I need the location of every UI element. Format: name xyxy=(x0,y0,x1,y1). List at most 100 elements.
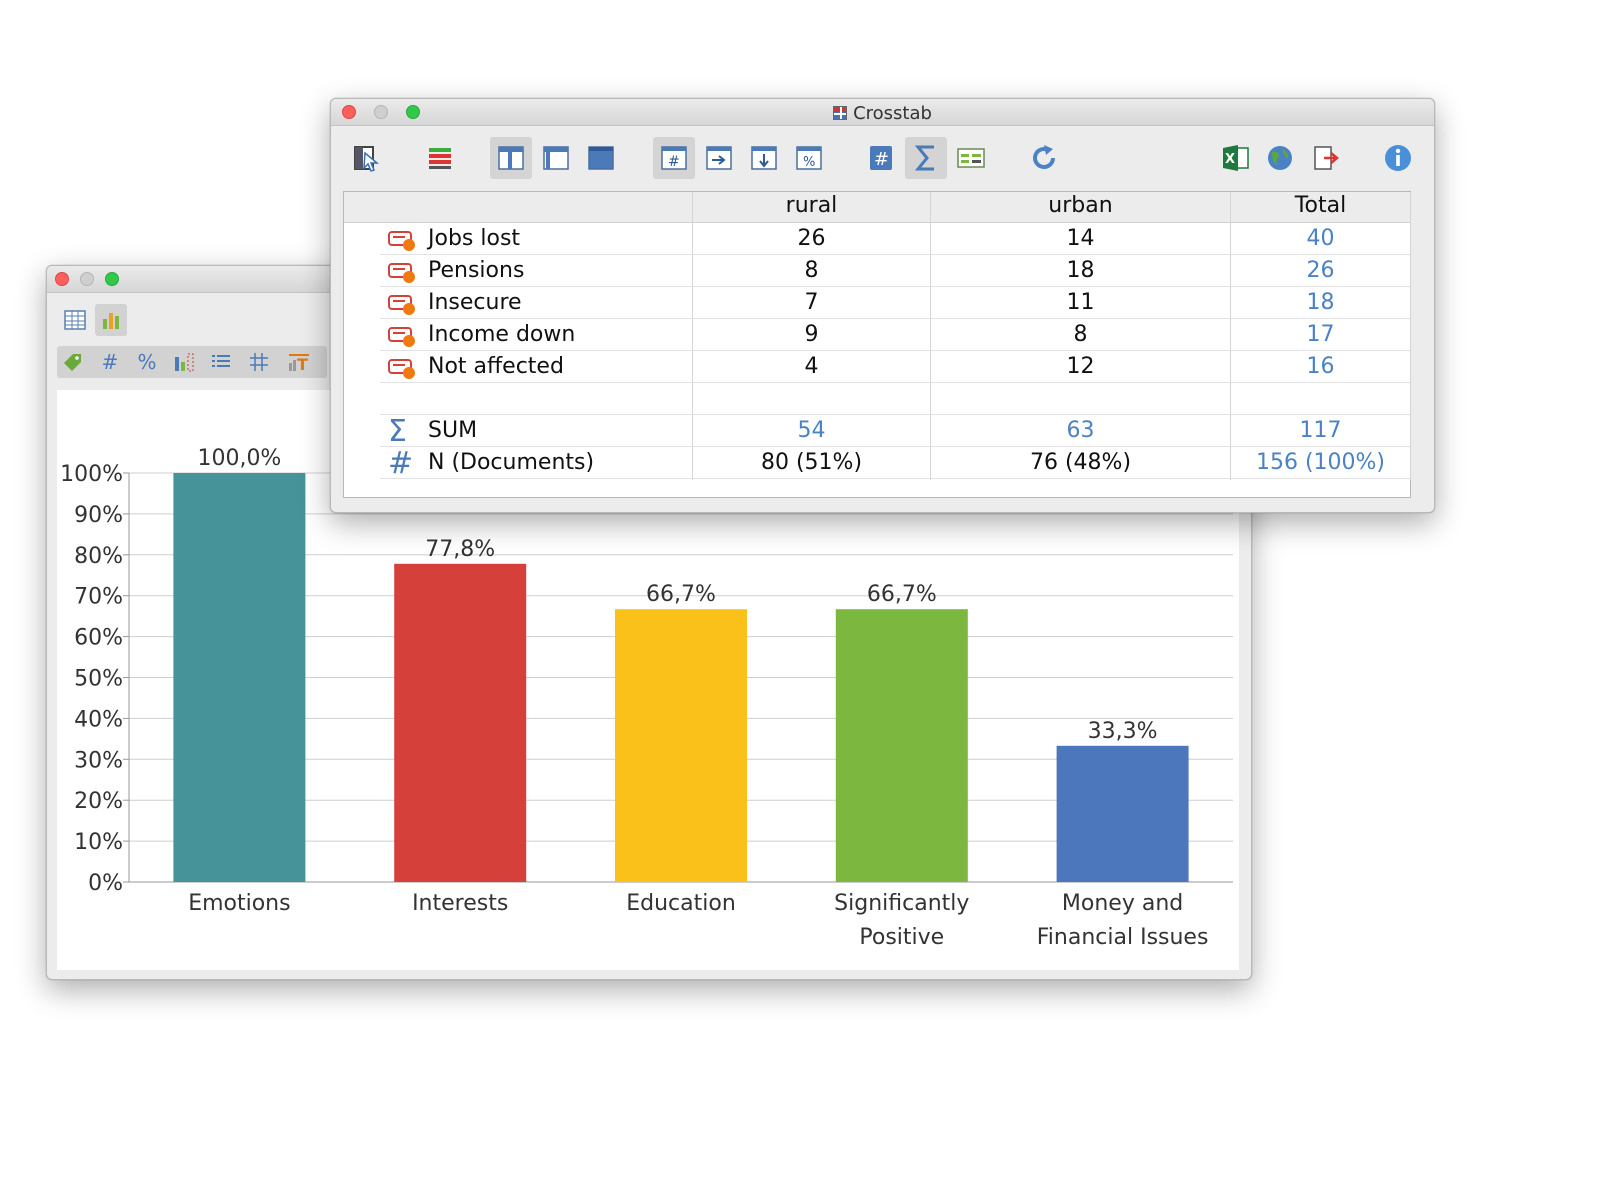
layout-full-icon[interactable] xyxy=(580,137,622,179)
total-percent-icon[interactable]: % xyxy=(788,137,830,179)
row-label[interactable]: Not affected xyxy=(428,354,564,379)
total-cell[interactable]: 17 xyxy=(1306,322,1335,347)
bar-legend-icon[interactable] xyxy=(168,346,200,378)
table-cell[interactable]: 12 xyxy=(1066,354,1095,379)
row-label[interactable]: Income down xyxy=(428,322,576,347)
crosstab-grid: rural urban Total Jobs lost 26 14 40 Pen… xyxy=(343,191,1411,498)
bar xyxy=(835,609,968,882)
table-cell[interactable]: 14 xyxy=(1066,226,1095,251)
grid-icon[interactable] xyxy=(243,346,275,378)
table-cell[interactable]: 11 xyxy=(1066,290,1095,315)
window-title-label: Crosstab xyxy=(853,103,932,124)
zoom-button[interactable] xyxy=(105,272,119,286)
list-icon[interactable] xyxy=(205,346,237,378)
table-cell[interactable]: 9 xyxy=(804,322,819,347)
globe-icon[interactable] xyxy=(1259,137,1301,179)
y-tick-label: 40% xyxy=(74,707,123,732)
hash-icon: # xyxy=(388,446,414,481)
y-tick-label: 20% xyxy=(74,789,123,814)
percent-icon[interactable]: % xyxy=(137,350,157,374)
code-icon xyxy=(388,359,415,379)
total-cell[interactable]: 16 xyxy=(1306,354,1335,379)
close-button[interactable] xyxy=(55,272,69,286)
table-cell[interactable]: 7 xyxy=(804,290,819,315)
x-tick-label: Positive xyxy=(859,925,944,950)
code-icon xyxy=(388,263,415,283)
table-view-icon[interactable] xyxy=(59,304,91,336)
tag-icon[interactable] xyxy=(57,346,89,378)
bar xyxy=(1056,745,1189,882)
column-header-rural[interactable]: rural xyxy=(785,193,838,218)
close-button[interactable] xyxy=(342,105,356,119)
column-header-urban[interactable]: urban xyxy=(1048,193,1113,218)
sum-cell[interactable]: 63 xyxy=(1066,418,1095,443)
x-tick-label: Emotions xyxy=(188,891,290,916)
y-tick-label: 50% xyxy=(74,667,123,692)
svg-text:%: % xyxy=(803,155,815,170)
total-cell[interactable]: 40 xyxy=(1306,226,1335,251)
row-percent-icon[interactable] xyxy=(698,137,740,179)
refresh-icon[interactable] xyxy=(1023,137,1065,179)
minimize-button[interactable] xyxy=(374,105,388,119)
column-percent-icon[interactable] xyxy=(743,137,785,179)
n-documents-label: N (Documents) xyxy=(428,450,595,475)
row-label[interactable]: Jobs lost xyxy=(428,226,521,251)
sum-label: SUM xyxy=(428,418,478,443)
svg-text:#: # xyxy=(874,149,889,170)
info-icon[interactable] xyxy=(1377,137,1419,179)
absolute-values-icon[interactable]: # xyxy=(653,137,695,179)
y-tick-label: 90% xyxy=(74,503,123,528)
chart-text-icon[interactable]: T xyxy=(283,346,315,378)
hash-icon[interactable]: # xyxy=(860,137,902,179)
chart-view-icon[interactable] xyxy=(95,304,127,336)
data-label: 33,3% xyxy=(1088,719,1158,744)
crosstab-icon xyxy=(833,106,848,120)
table-cell[interactable]: 26 xyxy=(797,226,826,251)
svg-text:#: # xyxy=(668,154,680,170)
x-tick-label: Financial Issues xyxy=(1037,925,1209,950)
y-tick-label: 10% xyxy=(74,830,123,855)
table-cell[interactable]: 4 xyxy=(804,354,819,379)
column-header-total[interactable]: Total xyxy=(1294,193,1347,218)
select-cases-icon[interactable] xyxy=(345,137,387,179)
code-icon xyxy=(388,327,415,347)
bar xyxy=(615,609,747,882)
y-tick-label: 80% xyxy=(74,544,123,569)
layout-left-icon[interactable] xyxy=(490,137,532,179)
code-icon xyxy=(388,231,415,251)
sum-cell[interactable]: 117 xyxy=(1299,418,1342,443)
group-icon[interactable] xyxy=(950,137,992,179)
data-label: 100,0% xyxy=(197,446,281,471)
table-cell[interactable]: 18 xyxy=(1066,258,1095,283)
minimize-button[interactable] xyxy=(80,272,94,286)
y-tick-label: 70% xyxy=(74,585,123,610)
x-tick-label: Money and xyxy=(1062,891,1183,916)
table-cell[interactable]: 8 xyxy=(804,258,819,283)
sum-cell[interactable]: 54 xyxy=(797,418,826,443)
excel-icon[interactable]: X xyxy=(1215,137,1257,179)
n-cell[interactable]: 76 (48%) xyxy=(1029,450,1132,475)
total-cell[interactable]: 26 xyxy=(1306,258,1335,283)
chart-options-toolbar: # % T xyxy=(57,346,327,378)
window-title: Crosstab xyxy=(331,103,1434,124)
hash-icon[interactable]: # xyxy=(101,350,119,374)
view-toolbar xyxy=(57,304,177,336)
header-row xyxy=(344,192,1410,223)
y-tick-label: 100% xyxy=(60,462,123,487)
total-cell[interactable]: 18 xyxy=(1306,290,1335,315)
data-label: 77,8% xyxy=(425,537,495,562)
color-rows-icon[interactable] xyxy=(419,137,461,179)
y-tick-label: 30% xyxy=(74,748,123,773)
code-icon xyxy=(388,295,415,315)
table-cell[interactable]: 8 xyxy=(1073,322,1088,347)
sum-icon[interactable] xyxy=(905,137,947,179)
row-label[interactable]: Pensions xyxy=(428,258,525,283)
crosstab-window: Crosstab # % # X xyxy=(330,98,1435,513)
bar xyxy=(394,563,527,882)
n-cell[interactable]: 156 (100%) xyxy=(1255,450,1386,475)
layout-middle-icon[interactable] xyxy=(535,137,577,179)
n-cell[interactable]: 80 (51%) xyxy=(760,450,863,475)
zoom-button[interactable] xyxy=(406,105,420,119)
export-icon[interactable] xyxy=(1305,137,1347,179)
row-label[interactable]: Insecure xyxy=(428,290,522,315)
